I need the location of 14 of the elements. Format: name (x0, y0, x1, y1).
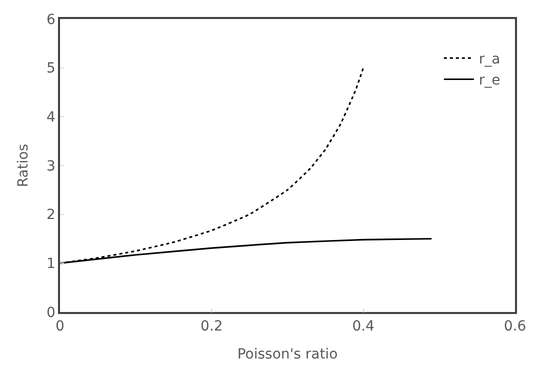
x-tick-label: 0.4 (352, 318, 375, 335)
y-tick-label: 5 (46, 60, 56, 77)
y-tick-label: 6 (46, 12, 56, 28)
x-axis-title: Poisson's ratio (237, 346, 338, 362)
y-axis-title: Ratios (16, 144, 32, 188)
legend-label: r_a (478, 52, 500, 68)
y-tick-label: 3 (46, 158, 56, 174)
legend-label: r_e (478, 72, 500, 89)
x-tick-label: 0.2 (200, 318, 223, 335)
x-tick-label: 0.6 (504, 318, 526, 335)
y-tick-label: 1 (46, 256, 56, 272)
y-tick-label: 4 (46, 110, 56, 126)
y-tick-label: 0 (46, 304, 56, 321)
y-tick-label: 2 (46, 207, 56, 224)
